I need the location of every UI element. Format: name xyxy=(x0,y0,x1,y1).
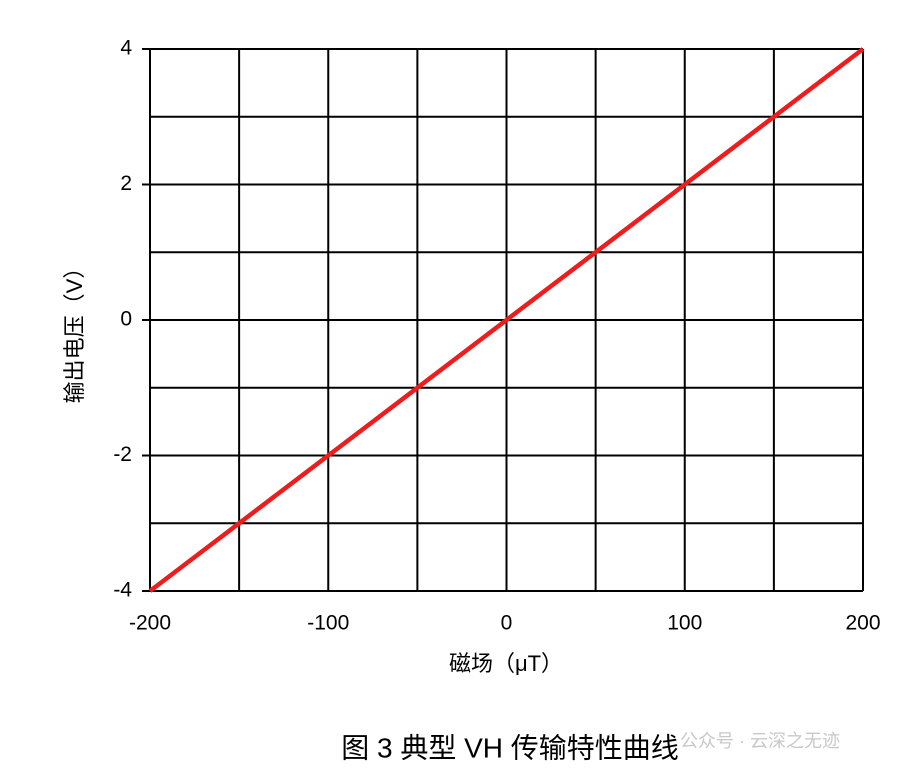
x-tick-label: 100 xyxy=(667,612,702,635)
y-tick-label: 2 xyxy=(120,172,132,195)
x-tick-label: 0 xyxy=(501,612,513,635)
caption: 图 3 典型 VH 传输特性曲线 xyxy=(341,732,679,763)
y-tick-label: 0 xyxy=(120,308,132,331)
y-axis-label: 输出电压（V） xyxy=(62,257,87,404)
y-tick-label: -4 xyxy=(113,579,132,602)
x-tick-label: -100 xyxy=(307,612,349,635)
y-tick-label: -2 xyxy=(113,443,132,466)
watermark: 公众号 · 云深之无迹 xyxy=(680,731,840,751)
x-tick-label: -200 xyxy=(129,612,171,635)
data-line xyxy=(148,47,865,593)
x-axis-label: 磁场（μT） xyxy=(449,651,563,676)
y-tick-label: 4 xyxy=(120,37,132,60)
x-tick-label: 200 xyxy=(845,612,880,635)
